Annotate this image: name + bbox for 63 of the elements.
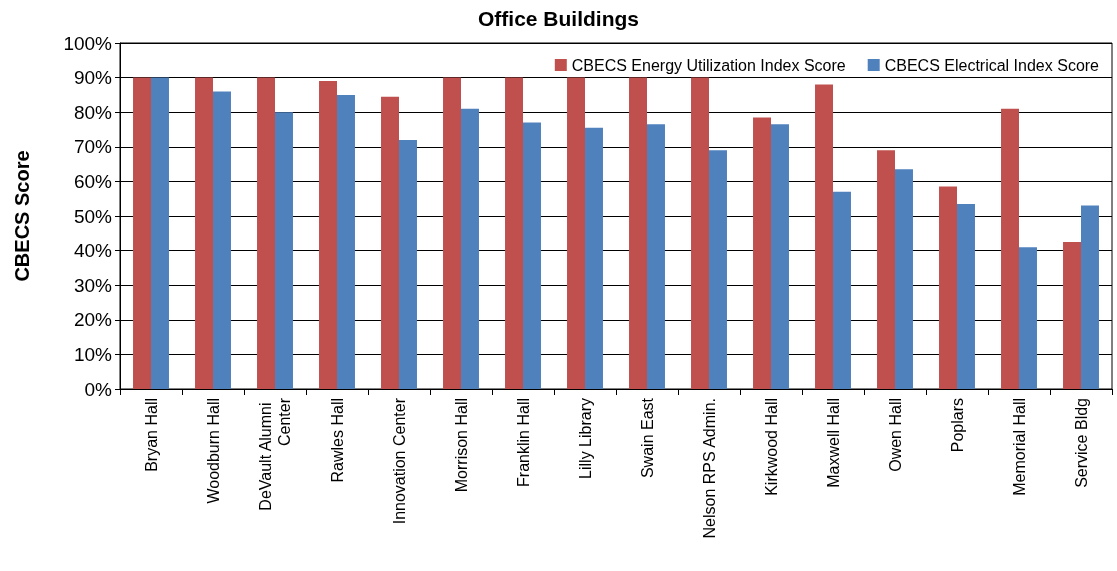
x-tick-label: Memorial Hall xyxy=(1010,398,1028,496)
x-tick-label: Innovation Center xyxy=(390,397,408,525)
bar xyxy=(133,77,151,389)
y-tick-label: 70% xyxy=(73,136,113,158)
x-tick-label: Owen Hall xyxy=(886,398,904,472)
bar xyxy=(957,203,975,389)
y-tick-label: 80% xyxy=(73,101,113,123)
bar xyxy=(815,84,833,389)
x-tick-label: Swain East xyxy=(638,397,656,479)
bar xyxy=(461,108,479,389)
bar xyxy=(381,96,399,389)
bar xyxy=(399,139,417,389)
bar xyxy=(833,191,851,389)
y-tick-label: 100% xyxy=(63,32,113,54)
bar xyxy=(151,77,169,389)
bar xyxy=(257,77,275,389)
bar xyxy=(753,117,771,389)
x-tick-label: Franklin Hall xyxy=(514,398,532,487)
bar xyxy=(877,150,895,389)
bar xyxy=(1081,205,1099,389)
y-tick-label: 50% xyxy=(73,205,113,227)
x-tick-label: Kirkwood Hall xyxy=(762,398,780,496)
x-tick-label: Woodburn Hall xyxy=(204,398,222,504)
y-tick-label: 40% xyxy=(73,240,113,262)
y-tick-label: 30% xyxy=(73,274,113,296)
bar xyxy=(771,124,789,389)
bar xyxy=(939,186,957,389)
bar xyxy=(895,169,913,389)
bar xyxy=(505,77,523,389)
y-tick-label: 20% xyxy=(73,309,113,331)
legend-label: CBECS Electrical Index Score xyxy=(884,56,1100,74)
y-tick-label: 0% xyxy=(84,378,113,400)
x-tick-label: Bryan Hall xyxy=(142,398,160,472)
bar xyxy=(1001,108,1019,389)
bar xyxy=(523,122,541,389)
y-tick-label: 60% xyxy=(73,170,113,192)
bar xyxy=(195,77,213,389)
bar xyxy=(337,94,355,389)
bar xyxy=(629,77,647,389)
bar xyxy=(1019,247,1037,389)
bar xyxy=(319,81,337,389)
bar xyxy=(647,124,665,389)
x-tick-label: DeVault Alumni Center xyxy=(257,397,293,511)
x-tick-label: Rawles Hall xyxy=(328,398,346,483)
bar xyxy=(213,91,231,389)
bar xyxy=(709,150,727,389)
x-tick-label: Lilly Library xyxy=(576,398,594,479)
bar xyxy=(567,77,585,389)
x-tick-label: Service Bldg xyxy=(1072,398,1090,488)
bar xyxy=(691,77,709,389)
bar xyxy=(1063,241,1081,389)
legend-label: CBECS Energy Utilization Index Score xyxy=(571,56,846,74)
y-tick-label: 90% xyxy=(73,67,113,89)
x-tick-label: Maxwell Hall xyxy=(824,398,842,488)
x-tick-label: Nelson RPS Admin. xyxy=(700,398,718,539)
bar xyxy=(275,112,293,389)
chart-title: Office Buildings xyxy=(477,7,640,30)
y-axis-title: CBECS Score xyxy=(11,150,33,282)
bar xyxy=(585,127,603,389)
y-tick-label: 10% xyxy=(73,343,113,365)
bar xyxy=(443,77,461,389)
x-tick-label: Morrison Hall xyxy=(452,398,470,493)
x-tick-label: Poplars xyxy=(948,398,966,453)
